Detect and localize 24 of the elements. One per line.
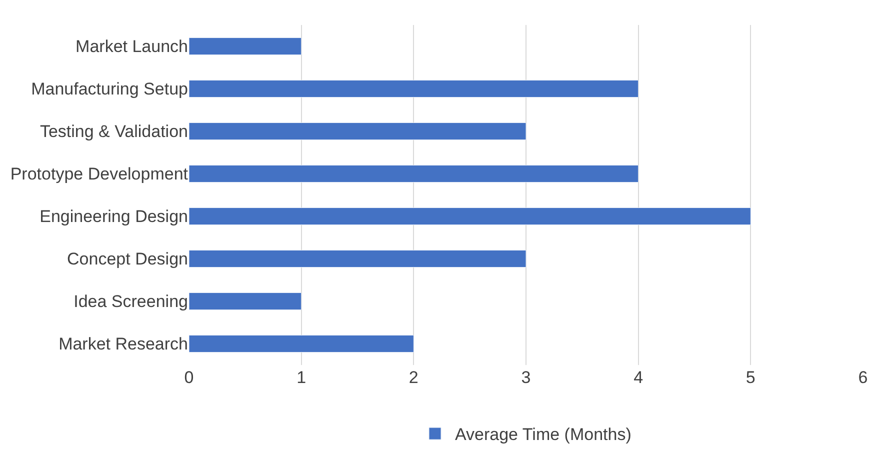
y-tick-label: Prototype Development bbox=[10, 164, 188, 184]
x-tick-label: 3 bbox=[521, 368, 531, 387]
bar bbox=[189, 250, 526, 268]
bar bbox=[189, 122, 526, 140]
x-tick-label: 2 bbox=[408, 368, 418, 387]
legend-label: Average Time (Months) bbox=[455, 425, 632, 444]
bar bbox=[189, 335, 414, 352]
bar bbox=[189, 208, 751, 225]
bar bbox=[189, 80, 639, 98]
x-tick-label: 1 bbox=[296, 368, 306, 387]
bar bbox=[189, 38, 302, 55]
x-tick-label: 6 bbox=[858, 368, 868, 387]
y-tick-label: Concept Design bbox=[67, 250, 188, 269]
y-tick-label: Manufacturing Setup bbox=[31, 80, 188, 99]
bar bbox=[189, 292, 302, 310]
x-tick-label: 4 bbox=[634, 368, 644, 387]
bar bbox=[189, 165, 639, 182]
y-tick-label: Engineering Design bbox=[40, 207, 188, 226]
y-tick-label: Market Research bbox=[58, 334, 188, 354]
x-tick-label: 5 bbox=[746, 368, 756, 387]
x-tick-label: 0 bbox=[184, 368, 194, 387]
y-tick-label: Market Launch bbox=[76, 37, 188, 56]
y-tick-label: Testing & Validation bbox=[40, 122, 188, 142]
y-tick-label: Idea Screening bbox=[74, 292, 188, 312]
